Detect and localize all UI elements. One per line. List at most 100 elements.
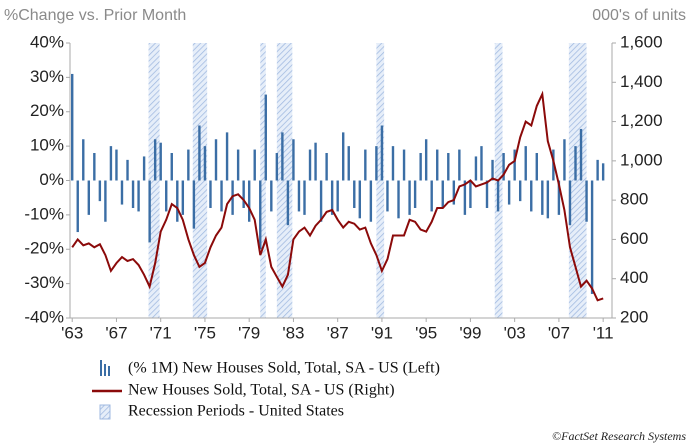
bar [325, 153, 328, 181]
bar [469, 180, 472, 208]
bar [87, 180, 91, 215]
recession-band [376, 43, 385, 318]
bar [170, 153, 173, 181]
bar [364, 149, 367, 181]
y-tick-label: 0% [39, 170, 64, 189]
bar [176, 180, 179, 222]
bar [502, 153, 505, 181]
bar [236, 149, 240, 181]
bar [413, 180, 417, 208]
bar [474, 156, 478, 181]
bar [82, 139, 85, 181]
y-tick-label: -20% [24, 239, 64, 258]
bar [286, 180, 290, 226]
y2-tick-label: 1,000 [620, 150, 663, 169]
bar [574, 146, 577, 181]
bar [342, 132, 345, 181]
bar [485, 180, 489, 208]
x-tick-label: '91 [371, 323, 393, 342]
x-tick-label: '11 [593, 323, 614, 342]
bar [380, 125, 384, 181]
x-tick-label: '79 [238, 323, 260, 342]
legend: (% 1M) New Houses Sold, Total, SA - US (… [92, 360, 440, 420]
recession-band [260, 43, 266, 318]
bar [203, 146, 207, 181]
y-tick-label: -30% [24, 273, 64, 292]
x-tick-label: '75 [194, 323, 216, 342]
y2-tick-label: 1,200 [620, 111, 663, 130]
legend-label: (% 1M) New Houses Sold, Total, SA - US (… [128, 360, 440, 377]
bar [541, 180, 544, 215]
bar [507, 180, 511, 205]
bar [447, 153, 450, 181]
bar [115, 149, 118, 181]
bar [386, 180, 389, 212]
bar [369, 180, 373, 222]
x-tick-label: '07 [548, 323, 570, 342]
bar [375, 146, 378, 181]
x-tick-label: '99 [459, 323, 481, 342]
bar [424, 139, 428, 181]
legend-bar-icon [100, 360, 110, 376]
bar [496, 180, 500, 212]
bar [137, 180, 140, 212]
bar [557, 180, 561, 215]
legend-hatch-icon [99, 404, 111, 420]
bar [314, 142, 317, 181]
bar [419, 153, 422, 181]
x-tick-label: '67 [105, 323, 127, 342]
bar [93, 153, 96, 181]
bar [563, 139, 566, 181]
bar [491, 159, 494, 181]
x-tick-label: '83 [282, 323, 304, 342]
bar [120, 180, 124, 205]
bar [281, 132, 284, 181]
bar [546, 180, 550, 219]
bar [452, 180, 456, 205]
recession-band [568, 43, 587, 318]
credit: ©FactSet Research Systems [552, 429, 686, 443]
y2-tick-label: 1,600 [620, 32, 663, 51]
bar [402, 149, 406, 181]
bar [153, 139, 157, 181]
bar [131, 180, 135, 208]
bar [319, 180, 323, 222]
bar [585, 180, 588, 222]
bar [253, 149, 256, 181]
bar [596, 159, 599, 181]
bar [142, 156, 146, 181]
bar [109, 146, 113, 181]
legend-label: New Houses Sold, Total, SA - US (Right) [128, 382, 395, 399]
bar [336, 180, 339, 212]
bar [568, 180, 572, 226]
bar [242, 180, 245, 208]
bar [308, 149, 312, 181]
bar [463, 180, 467, 215]
bar [225, 132, 229, 181]
y2-tick-label: 400 [620, 268, 648, 287]
bar [436, 149, 439, 181]
y-tick-label: 30% [30, 67, 64, 86]
y-tick-label: -40% [24, 307, 64, 326]
bar [192, 180, 196, 229]
y-tick-label: 10% [30, 136, 64, 155]
bar [391, 146, 395, 181]
bar [297, 180, 301, 212]
bar [601, 163, 605, 181]
bar [165, 180, 168, 212]
bar [458, 149, 461, 181]
bar [590, 180, 594, 294]
y-tick-label: -10% [24, 204, 64, 223]
bar [358, 180, 362, 219]
left-axis-label: %Change vs. Prior Month [4, 7, 186, 24]
bar [71, 73, 74, 181]
bar [275, 153, 279, 181]
bar [579, 128, 583, 181]
bar [292, 139, 295, 181]
x-tick-label: '95 [415, 323, 437, 342]
bar [98, 180, 102, 202]
x-tick-label: '03 [504, 323, 526, 342]
bar [330, 180, 334, 215]
bar [104, 180, 107, 222]
